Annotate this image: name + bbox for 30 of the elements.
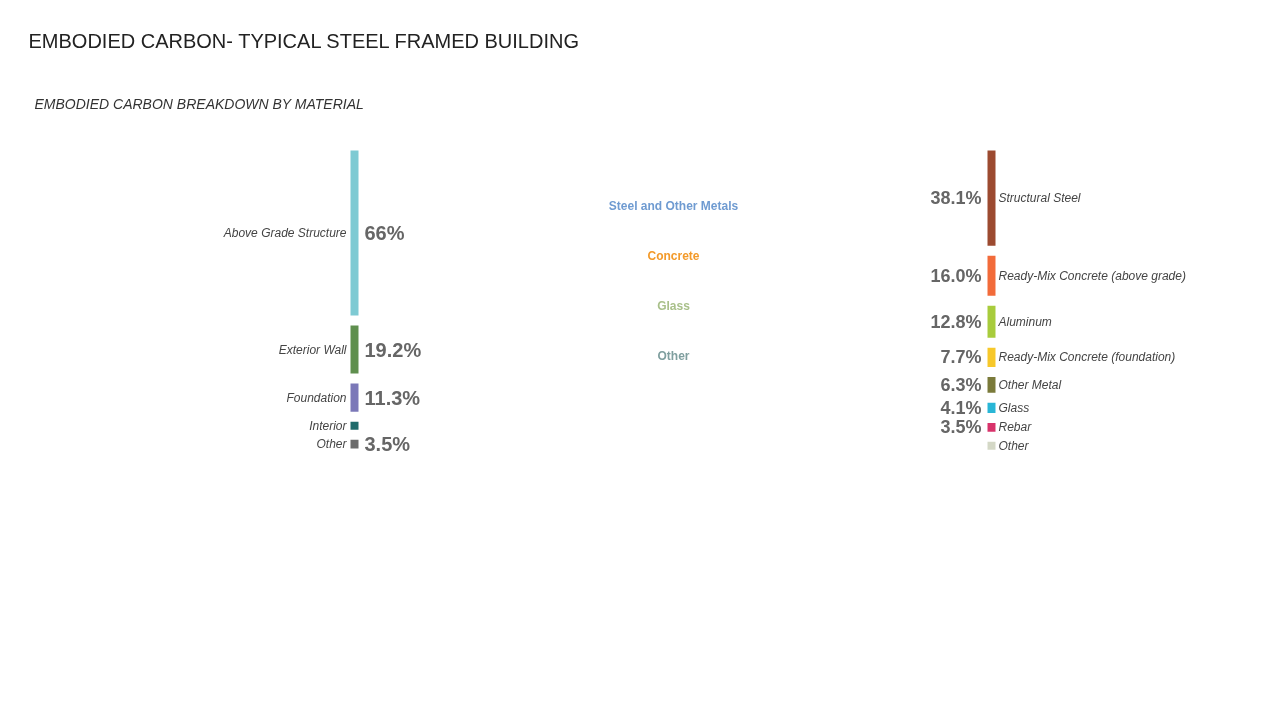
data-label: 11.3% — [364, 386, 421, 409]
category-label: Steel and Other Metals — [608, 198, 739, 213]
category-label: Ready-Mix Concrete (foundation) — [998, 350, 1176, 365]
category-label: Foundation — [286, 390, 347, 405]
data-label: 7.7% — [940, 347, 982, 368]
data-label: 4.1% — [940, 397, 982, 418]
category-label: Other — [657, 348, 690, 363]
text: EMBODIED CARBON BREAKDOWN BY MATERIAL — [34, 95, 364, 112]
category-label: Rebar — [998, 420, 1033, 435]
data-label: 6.3% — [940, 374, 982, 395]
data-label: 3.5% — [940, 417, 982, 438]
category-label: Structural Steel — [998, 191, 1081, 206]
data-label: 12.8% — [930, 311, 982, 332]
data-label: 16.0% — [930, 265, 982, 286]
category-label: Above Grade Structure — [222, 226, 347, 240]
category-label: Ready-Mix Concrete (above grade) — [998, 268, 1186, 283]
data-label: 3.5% — [364, 433, 411, 456]
data-label: 66% — [364, 222, 405, 244]
category-label: Other Metal — [998, 377, 1062, 392]
category-label: Other — [316, 437, 348, 452]
category-label: Glass — [657, 298, 691, 313]
category-label: Other — [998, 438, 1030, 453]
category-label: Exterior Wall — [278, 342, 347, 357]
category-label: Glass — [998, 400, 1030, 415]
category-label: Interior — [309, 418, 348, 433]
text: EMBODIED CARBON- TYPICAL STEEL FRAMED BUILDING — [28, 29, 579, 52]
category-label: Aluminum — [997, 314, 1052, 329]
data-label: 38.1% — [930, 188, 982, 209]
category-label: Concrete — [647, 248, 700, 263]
data-label: 19.2% — [364, 338, 422, 361]
